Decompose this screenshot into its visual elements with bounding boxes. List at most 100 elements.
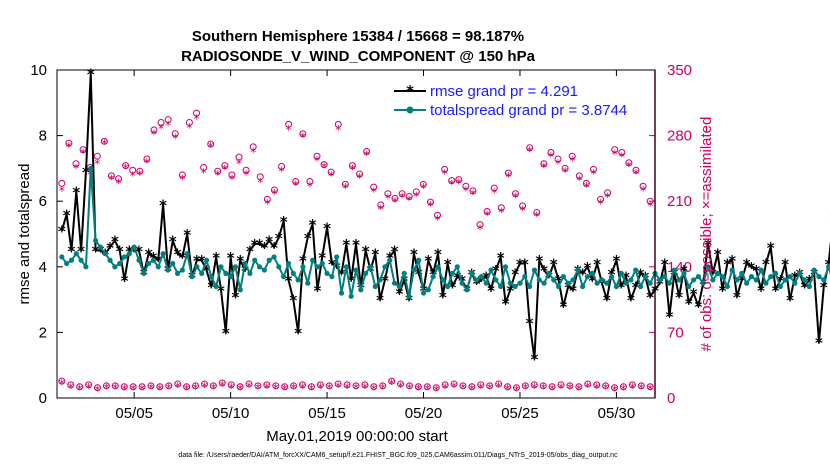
totalspread-point: [155, 264, 161, 270]
rmse-point: *: [323, 219, 331, 237]
totalspread-point: [527, 283, 533, 290]
totalspread-point: [594, 280, 600, 286]
totalspread-point: [517, 280, 523, 286]
obs-assimilated-point: *: [137, 168, 143, 182]
obs-possible-point: [270, 186, 278, 194]
obs-assimilated-point: *: [151, 128, 157, 142]
totalspread-point: [261, 267, 267, 273]
rmse-point: *: [82, 164, 90, 182]
obs-possible-point: [200, 163, 208, 171]
obs-assimilated-point: *: [594, 381, 600, 395]
obs-possible-point: [575, 172, 583, 180]
obs-assimilated-point: *: [647, 383, 653, 397]
rmse-point: *: [72, 183, 80, 201]
totalspread-point: [126, 251, 132, 257]
totalspread-point: [271, 254, 277, 260]
rmse-point: *: [540, 262, 548, 280]
obs-possible-point: [115, 175, 123, 183]
rmse-point: *: [632, 278, 640, 296]
obs-assimilated-point: *: [186, 121, 192, 135]
rmse-point: *: [371, 246, 379, 264]
rmse-point: *: [516, 256, 524, 274]
totalspread-point: [715, 270, 721, 276]
obs-assimilated-point: *: [415, 383, 421, 397]
obs-assimilated-point: *: [496, 380, 502, 394]
obs-possible-point: [254, 382, 262, 390]
totalspread-point: [213, 283, 219, 290]
obs-possible-point: [334, 120, 342, 128]
obs-assimilated-point: *: [460, 382, 466, 396]
obs-possible-point: [174, 380, 182, 388]
obs-possible-point: [434, 211, 442, 219]
obs-assimilated-point: *: [103, 382, 109, 396]
totalspread-point: [753, 277, 759, 283]
rmse-point: *: [617, 278, 625, 296]
obs-possible-point: [412, 188, 420, 196]
totalspread-point: [160, 251, 166, 257]
obs-assimilated-point: *: [534, 209, 540, 223]
obs-assimilated-point: *: [59, 184, 65, 198]
rmse-point: *: [767, 239, 775, 257]
obs-assimilated-point: *: [250, 146, 256, 160]
rmse-point: *: [473, 275, 481, 293]
obs-possible-point: [526, 144, 534, 152]
obs-assimilated-point: *: [273, 382, 279, 396]
rmse-point: *: [198, 252, 206, 270]
totalspread-point: [146, 260, 152, 267]
obs-possible-point: [589, 165, 597, 173]
obs-possible-point: [67, 381, 75, 389]
obs-assimilated-point: *: [139, 383, 145, 397]
totalspread-point: [445, 283, 451, 290]
rmse-point: *: [757, 282, 765, 300]
obs-possible-point: [575, 383, 583, 391]
rmse-point: *: [477, 272, 485, 290]
obs-assimilated-point: *: [121, 383, 127, 397]
legend-spread-marker: [406, 106, 414, 114]
obs-assimilated-point: *: [442, 381, 448, 395]
obs-assimilated-point: *: [487, 382, 493, 396]
legend-spread-label: totalspread grand pr = 3.8744: [430, 102, 627, 119]
obs-possible-point: [540, 160, 548, 168]
obs-assimilated-point: *: [567, 382, 573, 396]
obs-assimilated-point: *: [629, 381, 635, 395]
totalspread-point: [772, 270, 779, 276]
totalspread-point: [107, 257, 113, 263]
rmse-point: *: [786, 292, 794, 310]
obs-assimilated-point: *: [208, 140, 214, 154]
totalspread-point: [541, 280, 547, 286]
rmse-point: *: [449, 278, 457, 296]
obs-assimilated-point: *: [527, 145, 533, 159]
totalspread-point: [242, 260, 248, 267]
obs-possible-point: [307, 383, 315, 391]
obs-assimilated-point: *: [633, 167, 639, 181]
totalspread-point: [170, 260, 176, 267]
obs-possible-point: [637, 382, 645, 390]
obs-possible-point: [356, 170, 364, 178]
obs-possible-point: [441, 165, 449, 173]
obs-assimilated-point: *: [201, 166, 207, 180]
obs-possible-point: [72, 160, 80, 168]
totalspread-point: [469, 270, 475, 276]
rmse-point: *: [656, 275, 664, 293]
rmse-point: *: [820, 278, 828, 296]
obs-possible-point: [618, 148, 626, 156]
obs-possible-point: [129, 383, 137, 391]
obs-possible-point: [325, 382, 333, 390]
obs-assimilated-point: *: [583, 180, 589, 194]
obs-possible-point: [313, 152, 321, 160]
y-tick-label: 2: [39, 324, 47, 341]
obs-assimilated-point: *: [569, 154, 575, 168]
totalspread-point: [68, 257, 75, 263]
rmse-point: *: [265, 233, 273, 251]
totalspread-point: [690, 277, 697, 283]
obs-assimilated-point: *: [505, 170, 511, 184]
obs-assimilated-point: *: [540, 382, 546, 396]
y2-axis-label: # of obs: o=possible; ×=assimilated: [698, 117, 715, 352]
totalspread-point: [459, 280, 465, 286]
rmse-point: *: [521, 256, 529, 274]
obs-possible-point: [183, 383, 191, 391]
obs-assimilated-point: *: [229, 173, 235, 187]
totalspread-point: [401, 270, 407, 276]
rmse-point: *: [709, 265, 717, 283]
rmse-point: *: [304, 229, 312, 247]
